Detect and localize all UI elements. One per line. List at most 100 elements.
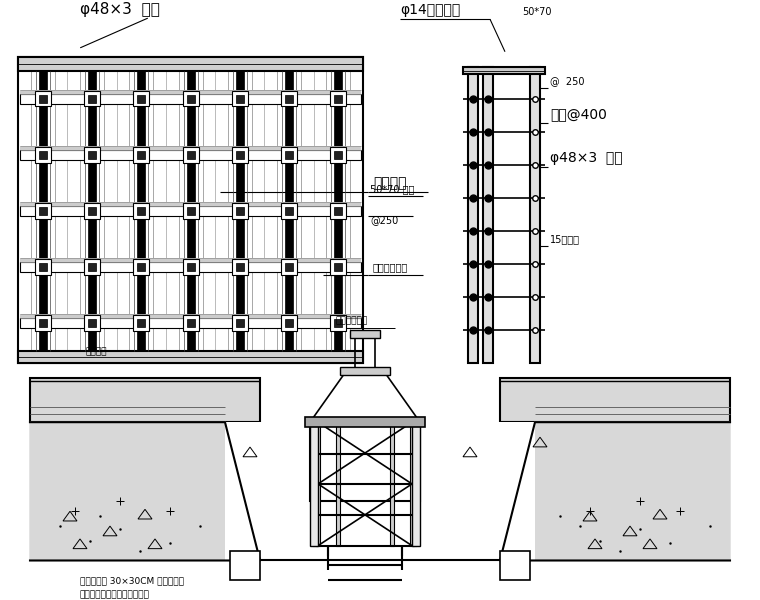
Bar [500,378,730,422]
Bar [20,258,361,262]
Bar [35,147,51,163]
Bar [39,207,46,215]
Bar [334,319,342,327]
Bar [232,259,248,275]
Bar [133,203,149,218]
Bar [182,147,198,163]
Bar [334,151,342,158]
Bar [236,95,244,103]
Bar [468,67,478,363]
Bar [530,67,540,363]
Text: 50*70 木坊: 50*70 木坊 [370,184,414,194]
Bar [310,422,318,545]
Bar [88,319,96,327]
Bar [133,91,149,106]
Bar [281,259,297,275]
Text: φ48×3  钉管: φ48×3 钉管 [80,2,160,17]
Bar [20,146,361,150]
Bar [35,203,51,218]
Bar [331,315,347,331]
Text: 15厚模板: 15厚模板 [550,235,580,244]
Bar [20,150,361,160]
Bar [84,315,100,331]
Bar [500,551,530,580]
Bar [285,207,293,215]
Bar [281,315,297,331]
Bar [463,67,545,74]
Text: 50*70: 50*70 [522,7,552,17]
Bar [182,91,198,106]
Bar [138,263,145,271]
Bar [138,95,145,103]
Polygon shape [500,422,730,560]
Bar [20,262,361,272]
Bar [305,417,425,427]
Bar [88,151,96,158]
Bar [18,351,363,363]
Bar [340,367,390,375]
Bar [138,151,145,158]
Bar [88,263,96,271]
Text: @  250: @ 250 [550,76,584,86]
Bar [20,206,361,216]
Bar [186,207,195,215]
Bar [285,151,293,158]
Text: 止水钉板: 止水钉板 [373,176,407,190]
Bar [186,71,195,351]
Bar [84,259,100,275]
Bar [331,147,347,163]
Bar [186,95,195,103]
Bar [18,56,363,363]
Bar [230,551,260,580]
Text: 用于察看模板底部的大小间距: 用于察看模板底部的大小间距 [80,590,150,599]
Bar [310,422,420,501]
Bar [350,331,380,338]
Text: 盘扣钉管架棍: 盘扣钉管架棍 [335,316,367,325]
Bar [138,71,145,351]
Bar [186,151,195,158]
Bar [186,263,195,271]
Text: φ48×3  钉管: φ48×3 钉管 [550,151,622,166]
Bar [412,422,420,545]
Polygon shape [30,422,260,560]
Text: 土层支撞: 土层支撞 [85,347,106,356]
Bar [236,71,244,351]
Bar [182,259,198,275]
Bar [236,319,244,327]
Bar [84,91,100,106]
Bar [20,314,361,318]
Bar [138,319,145,327]
Bar [285,71,293,351]
Bar [334,263,342,271]
Bar [232,147,248,163]
Bar [18,56,363,71]
Bar [133,315,149,331]
Bar [336,422,340,545]
Bar [281,147,297,163]
Bar [225,422,535,560]
Bar [334,71,342,351]
Bar [88,71,96,351]
Bar [133,147,149,163]
Bar [39,71,46,351]
Bar [285,95,293,103]
Text: 钉管@400: 钉管@400 [550,107,607,121]
Bar [39,319,46,327]
Bar [39,151,46,158]
Bar [88,95,96,103]
Bar [39,95,46,103]
Bar [285,263,293,271]
Bar [331,91,347,106]
Bar [236,207,244,215]
Bar [483,67,493,363]
Bar [35,259,51,275]
Bar [316,422,320,545]
Bar [390,422,394,545]
Bar [35,91,51,106]
Bar [410,422,414,545]
Bar [20,89,361,94]
Bar [20,94,361,104]
Bar [334,95,342,103]
Bar [20,318,361,328]
Bar [39,263,46,271]
